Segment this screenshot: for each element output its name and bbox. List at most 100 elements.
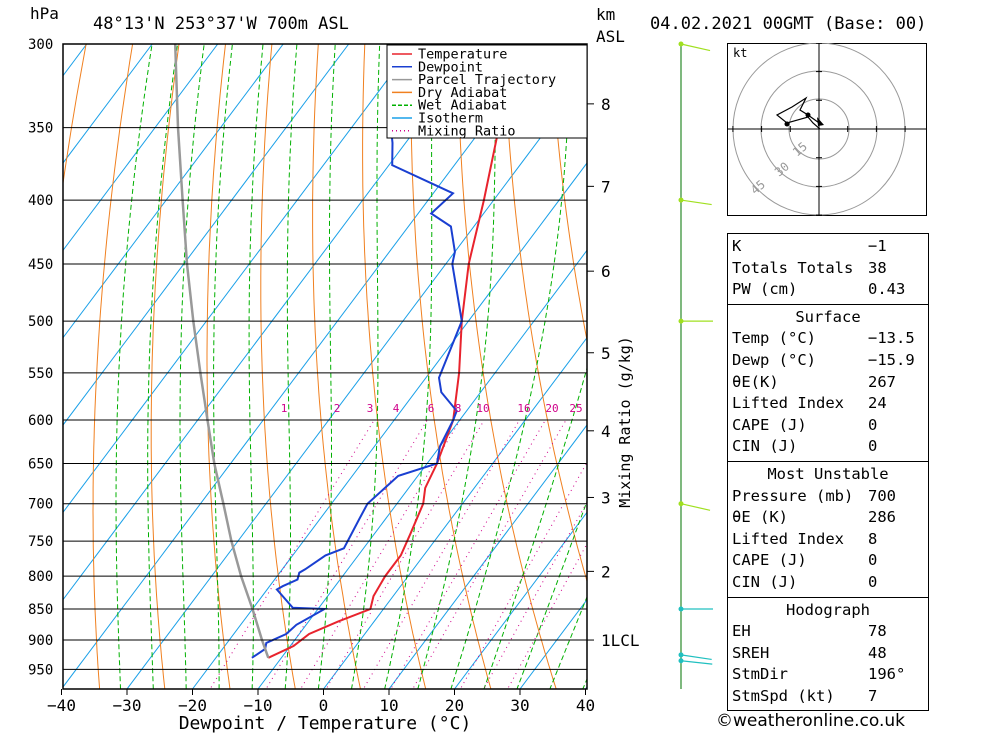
row-value: 78 [868,622,887,641]
legend-label: Wet Adiabat [418,98,507,114]
mixing-ratio-label: 8 [455,402,462,415]
km-tick-label: 2 [601,562,611,581]
legend-label: Parcel Trajectory [418,72,556,88]
km-tick-label: 5 [601,344,611,363]
pressure-tick-label: 300 [28,37,53,53]
km-tick-label: 1LCL [601,631,640,650]
table-row: θE (K) 286 [728,507,928,529]
x-tick-label: −30 [113,696,142,715]
row-label: PW (cm) [732,280,798,299]
pressure-tick-label: 500 [28,314,53,330]
dry-adiabat-line [260,44,296,689]
legend-label: Temperature [418,47,507,63]
row-value: 700 [868,486,896,505]
x-tick-label: −40 [47,696,76,715]
wind-barb [680,43,711,52]
km-tick-label: 8 [601,95,611,114]
wet-adiabat-line [147,44,179,689]
mixing-ratio-line [300,419,461,689]
wind-barb [680,660,713,665]
x-axis-label: Dewpoint / Temperature (°C) [179,713,472,733]
mixing-ratio-line [390,419,546,689]
table-row: CAPE (J) 0 [728,550,928,572]
wet-adiabat-line [417,44,497,689]
row-label: θE (K) [732,508,788,527]
row-label: K [732,237,742,255]
row-label: SREH [732,643,770,662]
table-row: Pressure (mb) 700 [728,486,928,508]
dry-adiabat-line [92,44,134,689]
row-label: CAPE (J) [732,551,807,570]
isotherm-line [0,44,21,689]
row-label: StmSpd (kt) [732,686,835,705]
isotherm-line [63,44,350,426]
wind-barb [680,654,712,661]
row-label: CAPE (J) [732,415,807,434]
dry-adiabat-line [968,44,1000,692]
section-title: Hodograph [786,600,870,619]
pressure-tick-label: 700 [28,497,53,513]
wet-adiabat-line [284,44,298,689]
hodograph-point [805,112,811,118]
mixing-ratio-label: 3 [367,402,374,415]
km-tick-label: 4 [601,422,611,441]
km-tick-label: 6 [601,262,611,281]
dry-adiabat-line [457,44,557,689]
pressure-tick-label: 800 [28,569,53,585]
wet-adiabat-line [549,595,587,689]
wind-barb [680,503,711,511]
hpa-unit-label: hPa [30,4,59,23]
pressure-tick-label: 750 [28,534,53,550]
pressure-tick-label: 550 [28,366,53,382]
hodograph-trace [775,96,823,130]
row-label: CIN (J) [732,437,798,456]
mixing-ratio-label: 1 [281,402,288,415]
section-title: Surface [795,307,861,326]
section-title: Most Unstable [767,464,889,483]
wet-adiabat-line [115,44,153,689]
dry-adiabat-line [150,44,180,689]
pressure-tick-label: 600 [28,413,53,429]
x-tick-label: 20 [445,696,464,715]
wind-barb [680,199,712,206]
x-tick-label: −20 [178,696,207,715]
row-value: −13.5 [868,329,915,348]
row-value: 196° [868,665,906,684]
mixing-ratio-line [483,501,587,689]
wet-adiabat-line [483,366,587,689]
x-tick-label: 30 [510,696,529,715]
row-label: Totals Totals [732,258,854,277]
row-value: 0 [868,572,878,591]
legend-label: Mixing Ratio [418,123,516,139]
table-row: StmDir 196° [728,664,928,686]
row-value: −1 [868,237,887,255]
row-value: −15.9 [868,350,915,369]
x-tick-label: 40 [576,696,595,715]
pressure-tick-label: 350 [28,121,53,137]
isotherm-line [126,74,587,689]
dry-adiabat-line [922,44,1000,692]
legend-box [386,44,588,139]
mixing-ratio-label: 2 [334,402,341,415]
table-row: EH 78 [728,621,928,643]
table-row: PW (cm) 0.43 [728,279,928,301]
table-row: θE(K) 267 [728,372,928,394]
location-label: 48°13'N 253°37'W 700m ASL [93,14,349,34]
pressure-tick-label: 850 [28,602,53,618]
pressure-tick-label: 450 [28,257,53,273]
datetime-label: 04.02.2021 00GMT (Base: 00) [650,14,927,34]
mixing-ratio-line [459,461,587,689]
hodograph-unit-label: kt [733,46,747,60]
row-value: 38 [868,258,887,277]
x-tick-label: −10 [244,696,273,715]
row-value: 48 [868,643,887,662]
mixing-ratio-line [507,542,587,689]
row-label: Pressure (mb) [732,486,854,505]
isotherm-line [454,511,587,689]
pressure-tick-label: 650 [28,456,53,472]
table-row: Lifted Index 8 [728,529,928,551]
table-row: Dewp (°C) −15.9 [728,350,928,372]
row-label: Lifted Index [732,394,844,413]
